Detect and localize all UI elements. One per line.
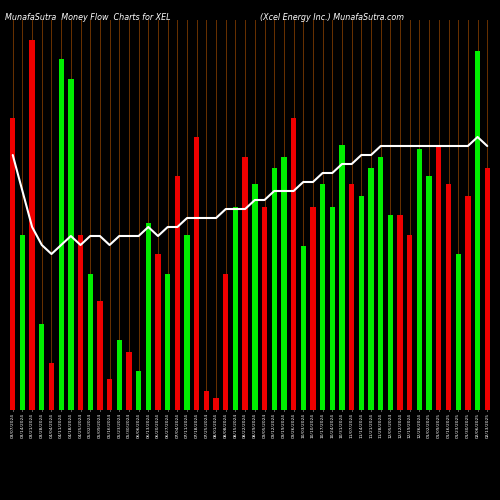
Bar bbox=[358, 196, 364, 410]
Bar bbox=[340, 145, 344, 410]
Bar bbox=[116, 340, 122, 410]
Bar bbox=[291, 118, 296, 410]
Bar bbox=[475, 51, 480, 410]
Bar bbox=[78, 234, 83, 410]
Bar bbox=[20, 234, 25, 410]
Bar bbox=[30, 40, 35, 410]
Bar bbox=[388, 215, 393, 410]
Bar bbox=[165, 274, 170, 410]
Bar bbox=[310, 207, 316, 410]
Bar bbox=[349, 184, 354, 410]
Bar bbox=[174, 176, 180, 410]
Bar bbox=[398, 215, 403, 410]
Bar bbox=[456, 254, 461, 410]
Bar bbox=[426, 176, 432, 410]
Bar bbox=[204, 390, 209, 410]
Bar bbox=[320, 184, 326, 410]
Bar bbox=[407, 234, 412, 410]
Bar bbox=[68, 78, 73, 410]
Bar bbox=[262, 207, 267, 410]
Bar bbox=[281, 156, 286, 410]
Bar bbox=[136, 371, 141, 410]
Bar bbox=[330, 207, 335, 410]
Bar bbox=[10, 118, 16, 410]
Bar bbox=[465, 196, 470, 410]
Text: MunafaSutra  Money Flow  Charts for XEL: MunafaSutra Money Flow Charts for XEL bbox=[5, 12, 170, 22]
Bar bbox=[252, 184, 258, 410]
Bar bbox=[39, 324, 44, 410]
Bar bbox=[300, 246, 306, 410]
Bar bbox=[97, 301, 102, 410]
Bar bbox=[126, 352, 132, 410]
Bar bbox=[242, 156, 248, 410]
Bar bbox=[223, 274, 228, 410]
Bar bbox=[484, 168, 490, 410]
Bar bbox=[378, 156, 384, 410]
Bar bbox=[368, 168, 374, 410]
Bar bbox=[58, 59, 64, 410]
Bar bbox=[184, 234, 190, 410]
Bar bbox=[436, 145, 442, 410]
Bar bbox=[194, 137, 200, 410]
Bar bbox=[146, 223, 151, 410]
Bar bbox=[88, 274, 93, 410]
Bar bbox=[49, 363, 54, 410]
Bar bbox=[417, 148, 422, 410]
Bar bbox=[156, 254, 160, 410]
Bar bbox=[272, 168, 277, 410]
Text: (Xcel Energy Inc.) MunafaSutra.com: (Xcel Energy Inc.) MunafaSutra.com bbox=[260, 12, 404, 22]
Bar bbox=[107, 379, 112, 410]
Bar bbox=[233, 207, 238, 410]
Bar bbox=[214, 398, 219, 410]
Bar bbox=[446, 184, 451, 410]
